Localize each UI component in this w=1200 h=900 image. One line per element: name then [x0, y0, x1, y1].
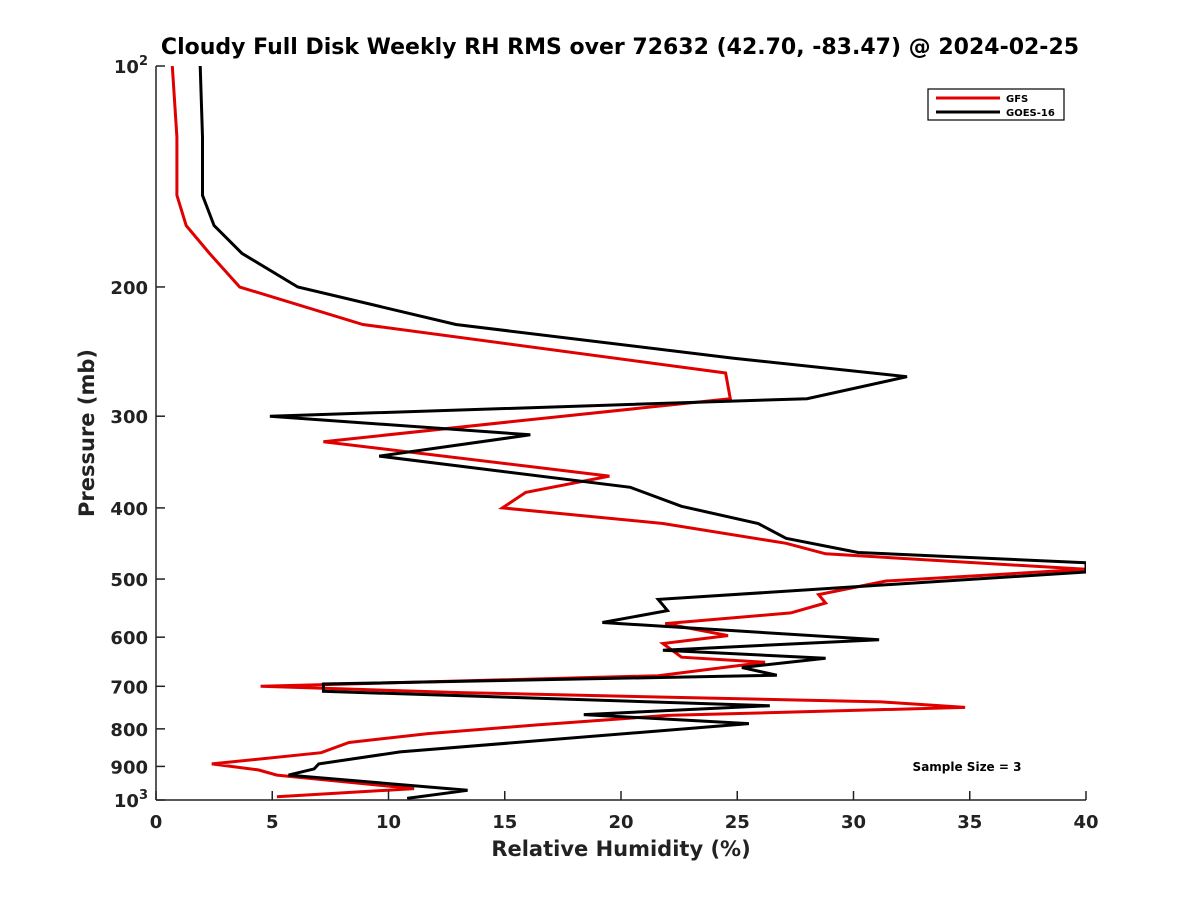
x-tick-label: 0 — [150, 812, 163, 833]
x-tick-label: 20 — [608, 812, 633, 833]
y-tick-label: 300 — [110, 407, 148, 428]
x-tick-label: 35 — [957, 812, 982, 833]
y-tick-label: 900 — [110, 757, 148, 778]
y-tick-label: 800 — [110, 720, 148, 741]
sample-size-annotation: Sample Size = 3 — [913, 760, 1022, 774]
x-tick-label: 40 — [1073, 812, 1098, 833]
x-tick-label: 15 — [492, 812, 517, 833]
x-tick-label: 25 — [725, 812, 750, 833]
x-tick-label: 5 — [266, 812, 279, 833]
y-tick-label: 600 — [110, 628, 148, 649]
x-tick-label: 10 — [376, 812, 401, 833]
y-tick-label: 500 — [110, 570, 148, 591]
chart-title: Cloudy Full Disk Weekly RH RMS over 7263… — [161, 35, 1079, 60]
legend-box — [927, 88, 1065, 121]
y-tick-label: 200 — [110, 278, 148, 299]
y-axis-label: Pressure (mb) — [75, 349, 99, 517]
series-line-gfs — [170, 66, 1086, 799]
legend: GFS GOES-16 — [927, 88, 1065, 121]
x-ticks: 0 5 10 15 20 25 30 35 40 — [150, 791, 1099, 833]
y-tick-label: 700 — [110, 677, 148, 698]
y-ticks: 102 200 300 400 500 600 700 800 900 103 — [110, 54, 165, 812]
y-tick-label: 400 — [110, 499, 148, 520]
plot-area — [156, 66, 1086, 800]
x-axis-label: Relative Humidity (%) — [491, 837, 750, 861]
y-tick-label: 102 — [114, 54, 148, 78]
legend-label-goes-16: GOES-16 — [1006, 108, 1055, 119]
x-tick-label: 30 — [841, 812, 866, 833]
series-line-goes-16 — [198, 66, 1086, 800]
y-tick-label: 103 — [114, 788, 148, 812]
legend-label-gfs: GFS — [1006, 94, 1028, 105]
plot-lines — [170, 66, 1086, 800]
